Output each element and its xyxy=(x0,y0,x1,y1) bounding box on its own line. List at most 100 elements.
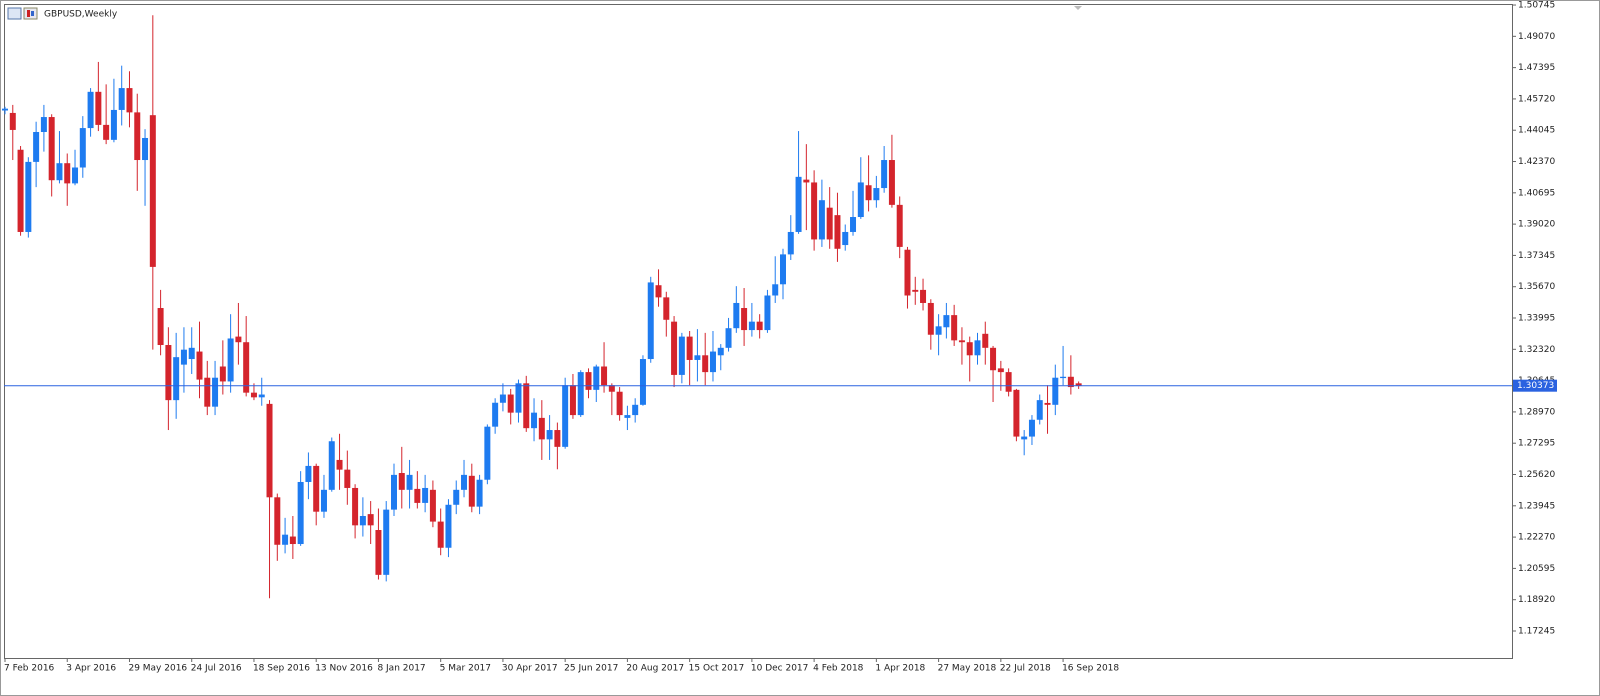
candle-body xyxy=(468,475,475,507)
candle-body xyxy=(1052,377,1059,405)
candle-body xyxy=(126,88,133,113)
candle-body xyxy=(157,308,164,346)
candle-body xyxy=(546,430,553,440)
candle-body xyxy=(881,160,888,189)
candle-body xyxy=(453,489,460,505)
candle-body xyxy=(2,108,8,111)
candle-body xyxy=(383,509,390,575)
candle-body xyxy=(632,404,639,416)
candle-body xyxy=(17,149,24,232)
candle-body xyxy=(562,385,569,447)
x-tick-label: 20 Aug 2017 xyxy=(626,664,684,674)
candle-body xyxy=(165,345,172,401)
candle-body xyxy=(344,469,351,488)
candle-body xyxy=(305,465,312,482)
candle-body xyxy=(842,231,849,246)
x-tick-label: 4 Feb 2018 xyxy=(813,664,864,674)
candle-body xyxy=(414,488,421,503)
candle-body xyxy=(282,534,289,545)
y-tick-label: 1.22270 xyxy=(1518,533,1555,543)
candle-body xyxy=(702,355,709,373)
candle-body xyxy=(850,217,857,232)
candle-body xyxy=(873,188,880,201)
candle-body xyxy=(733,302,740,329)
y-tick-label: 1.17245 xyxy=(1518,626,1555,636)
candle-body xyxy=(188,347,195,360)
candle-body xyxy=(266,403,273,498)
candle-body xyxy=(601,366,608,386)
candle-body xyxy=(398,473,405,490)
candle-body xyxy=(40,117,47,132)
candle-body xyxy=(1028,419,1035,437)
candle-body xyxy=(694,355,701,360)
candle-body xyxy=(445,504,452,548)
y-tick-label: 1.25620 xyxy=(1518,470,1555,480)
candle-body xyxy=(569,385,576,416)
x-tick-label: 3 Apr 2016 xyxy=(66,664,116,674)
x-tick-label: 25 Jun 2017 xyxy=(564,664,618,674)
candle-body xyxy=(639,359,646,405)
shift-marker xyxy=(1074,6,1082,10)
candle-body xyxy=(25,161,32,232)
candle-body xyxy=(250,392,257,398)
candle-body xyxy=(219,366,226,382)
candle-body xyxy=(48,117,55,181)
symbol-icon xyxy=(7,7,38,20)
x-tick-label: 10 Dec 2017 xyxy=(751,664,809,674)
x-tick-label: 24 Jul 2016 xyxy=(191,664,242,674)
candle-body xyxy=(515,383,522,413)
candle-body xyxy=(429,489,436,522)
candle-body xyxy=(966,342,973,356)
candle-body xyxy=(741,308,748,331)
candle-body xyxy=(507,394,514,413)
candle-body xyxy=(795,176,802,232)
candle-body xyxy=(274,497,281,545)
candle-body xyxy=(686,336,693,360)
candle-body xyxy=(64,163,71,184)
candle-body xyxy=(33,131,40,162)
candle-body xyxy=(204,377,211,407)
candle-body xyxy=(896,204,903,247)
candle-body xyxy=(997,368,1004,373)
candle-body xyxy=(422,487,429,503)
candle-body xyxy=(748,321,755,331)
candle-body xyxy=(1021,436,1028,440)
candle-body xyxy=(974,340,981,356)
candle-body xyxy=(110,109,117,140)
x-tick-label: 30 Apr 2017 xyxy=(502,664,558,674)
candle-body xyxy=(608,385,615,392)
candle-body xyxy=(671,321,678,375)
y-tick-label: 1.40695 xyxy=(1518,188,1555,198)
candle-body xyxy=(87,91,94,129)
candle-body xyxy=(780,254,786,285)
candle-body xyxy=(180,349,187,365)
candle-body xyxy=(359,515,366,526)
candle-body xyxy=(134,112,141,161)
candle-body xyxy=(289,536,296,545)
candle-body xyxy=(476,479,483,507)
candle-body xyxy=(585,372,592,390)
candle-body xyxy=(142,137,149,161)
candle-body xyxy=(227,338,234,382)
y-tick-label: 1.28970 xyxy=(1518,407,1555,417)
candle-body xyxy=(772,284,779,296)
y-tick-label: 1.44045 xyxy=(1518,126,1555,136)
candle-body xyxy=(9,112,16,130)
y-tick-label: 1.45720 xyxy=(1518,94,1555,104)
y-tick-label: 1.33995 xyxy=(1518,314,1555,324)
y-tick-label: 1.47395 xyxy=(1518,63,1555,73)
y-tick-label: 1.20595 xyxy=(1518,564,1555,574)
candle-body xyxy=(406,474,413,490)
candle-body xyxy=(352,487,359,526)
y-tick-label: 1.18920 xyxy=(1518,595,1555,605)
candle-body xyxy=(437,521,444,548)
current-price-box xyxy=(1513,379,1557,392)
x-tick-label: 18 Sep 2016 xyxy=(253,664,310,674)
y-tick-label: 1.42370 xyxy=(1518,157,1555,167)
x-tick-label: 13 Nov 2016 xyxy=(315,664,373,674)
candle-body xyxy=(756,321,763,331)
candle-body xyxy=(577,372,584,416)
candle-body xyxy=(243,342,250,393)
candle-body xyxy=(935,326,942,335)
